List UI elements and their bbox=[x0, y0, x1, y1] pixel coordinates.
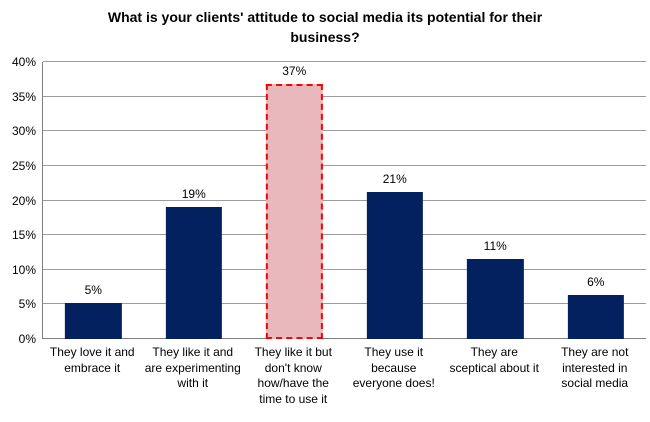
bar-slot: 11% bbox=[445, 62, 546, 339]
bar-slot: 6% bbox=[546, 62, 647, 339]
x-category-label: They love it and embrace it bbox=[49, 345, 135, 375]
x-axis-labels: They love it and embrace it They like it … bbox=[42, 345, 645, 407]
x-category-label: They use it because everyone does! bbox=[352, 345, 435, 391]
gridline bbox=[43, 268, 646, 270]
chart-title: What is your clients' attitude to social… bbox=[0, 7, 650, 48]
x-category-label: They like it and are experimenting with … bbox=[144, 345, 241, 391]
y-tick-label: 35% bbox=[11, 89, 36, 104]
bar-value-label: 5% bbox=[84, 283, 102, 297]
y-tick-label: 5% bbox=[18, 297, 36, 312]
x-axis-line bbox=[43, 338, 646, 339]
bar-value-label: 37% bbox=[282, 64, 307, 79]
bar-value-label: 11% bbox=[483, 239, 507, 254]
plot-area: 5% 19% 37% 21% 11% 6% bbox=[42, 61, 646, 339]
gridline bbox=[43, 61, 646, 62]
gridline bbox=[43, 95, 646, 97]
gridline bbox=[43, 303, 646, 305]
gridline bbox=[43, 130, 646, 132]
bar-value-label: 21% bbox=[382, 172, 407, 187]
bar bbox=[366, 192, 423, 339]
bars-row: 5% 19% 37% 21% 11% 6% bbox=[43, 62, 646, 339]
bar-slot: 37% bbox=[244, 62, 345, 339]
gridline bbox=[43, 199, 646, 201]
bar bbox=[65, 303, 122, 339]
y-tick-label: 20% bbox=[11, 193, 36, 208]
x-category-label: They are sceptical about it bbox=[449, 345, 539, 375]
bar-value-label: 6% bbox=[587, 275, 605, 290]
x-category-label: They like it but don't know how/have the… bbox=[254, 345, 332, 406]
bar-slot: 21% bbox=[345, 62, 446, 339]
y-tick-label: 25% bbox=[11, 158, 36, 173]
bar-highlighted bbox=[266, 84, 323, 339]
bar bbox=[467, 259, 524, 339]
gridline bbox=[43, 234, 646, 236]
y-tick-label: 40% bbox=[11, 55, 36, 69]
bar-slot: 19% bbox=[144, 62, 245, 339]
y-tick-label: 0% bbox=[18, 332, 36, 346]
bar-value-label: 19% bbox=[181, 187, 206, 202]
y-tick-label: 15% bbox=[11, 228, 36, 243]
bar bbox=[165, 207, 222, 339]
x-category-label: They are not interested in social media bbox=[561, 345, 629, 391]
gridline bbox=[43, 164, 646, 166]
bar-slot: 5% bbox=[43, 62, 144, 339]
y-tick-label: 10% bbox=[11, 262, 36, 277]
chart-title-text: What is your clients' attitude to social… bbox=[107, 9, 543, 46]
y-tick-label: 30% bbox=[11, 124, 36, 139]
y-axis: 0% 5% 10% 15% 20% 25% 30% 35% 40% bbox=[0, 56, 36, 345]
bar bbox=[567, 295, 624, 339]
